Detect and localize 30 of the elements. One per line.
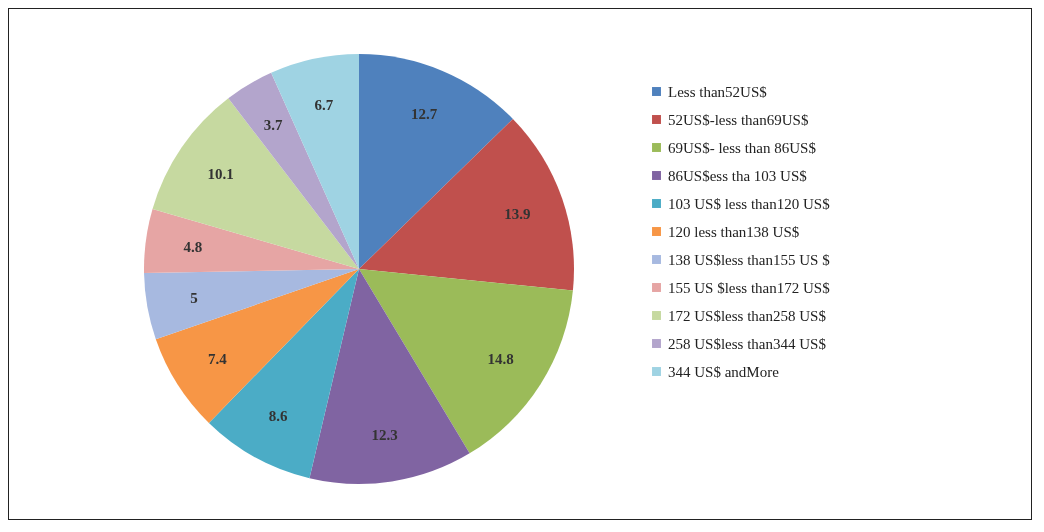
pie-slice	[144, 269, 359, 340]
pie-slice	[359, 269, 573, 454]
data-label: 14.8	[487, 350, 514, 367]
pie-slice	[144, 209, 359, 274]
pie-slice	[309, 269, 470, 484]
data-label: 10.1	[207, 166, 234, 183]
legend-label: 155 US $less than172 US$	[668, 279, 831, 296]
pie-slice	[359, 118, 574, 291]
legend-label: 258 US$less than344 US$	[668, 335, 827, 352]
data-label: 5	[190, 290, 198, 307]
legend-label: 138 US$less than155 US $	[668, 251, 831, 268]
legend-label: Less than52US$	[668, 83, 768, 100]
legend-label: 86US$ess tha 103 US$	[668, 167, 808, 184]
pie-slice	[152, 98, 359, 269]
legend-label: 344 US$ andMore	[668, 363, 780, 380]
data-label: 12.3	[371, 426, 398, 443]
data-label: 12.7	[411, 106, 438, 123]
data-label: 3.7	[263, 116, 284, 133]
data-label: 6.7	[314, 97, 334, 113]
legend-label: 172 US$less than258 US$	[668, 307, 827, 324]
legend-label: 103 US$ less than120 US$	[668, 195, 831, 212]
legend-label: 52US$-less than69US$	[668, 111, 809, 128]
legend-label: 120 less than138 US$	[668, 223, 800, 240]
data-label: 13.9	[504, 205, 531, 222]
data-label: 7.4	[208, 350, 228, 367]
pie-slice	[155, 269, 359, 423]
data-label: 4.8	[183, 238, 203, 255]
data-label: 8.6	[268, 407, 289, 424]
legend-label: 69US$- less than 86US$	[668, 139, 817, 156]
pie-slice	[208, 269, 359, 479]
